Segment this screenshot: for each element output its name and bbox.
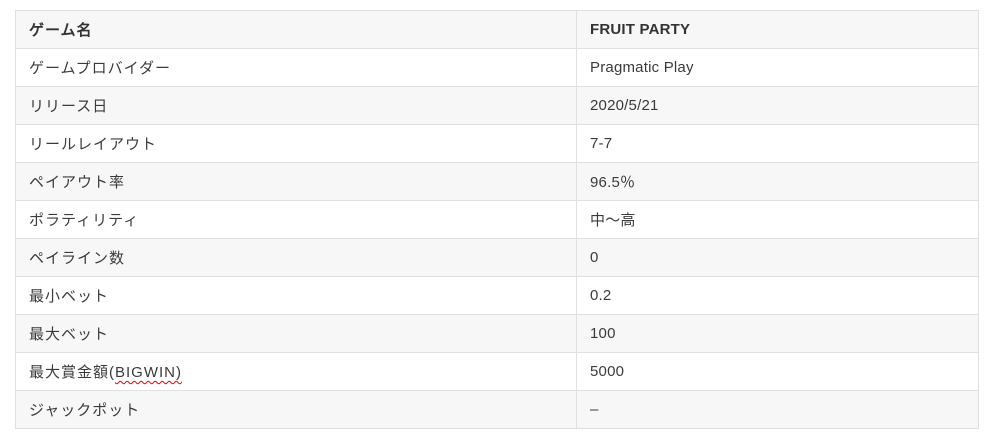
- game-info-table: ゲーム名 FRUIT PARTY ゲームプロバイダー Pragmatic Play リリ…: [15, 10, 979, 429]
- game-info-table-body: ゲーム名 FRUIT PARTY ゲームプロバイダー Pragmatic Play リリ…: [15, 10, 979, 429]
- row-label: ゲーム名: [15, 10, 577, 49]
- row-value: –: [576, 390, 979, 429]
- row-value: FRUIT PARTY: [576, 10, 979, 49]
- table-row: ペイアウト率 96.5％: [15, 162, 979, 201]
- row-label: 最大ベット: [15, 314, 577, 353]
- row-label: 最小ベット: [15, 276, 577, 315]
- table-row: リリース日 2020/5/21: [15, 86, 979, 125]
- table-row: 最小ベット 0.2: [15, 276, 979, 315]
- row-value: 5000: [576, 352, 979, 391]
- row-value: Pragmatic Play: [576, 48, 979, 87]
- row-value: 2020/5/21: [576, 86, 979, 125]
- row-value: 0.2: [576, 276, 979, 315]
- table-row: ポラティリティ 中～高: [15, 200, 979, 239]
- row-label: 最大賞金額(BIGWIN): [15, 352, 577, 391]
- row-label: リリース日: [15, 86, 577, 125]
- row-label: ゲームプロバイダー: [15, 48, 577, 87]
- row-label-text: 最大賞金額(: [29, 364, 115, 381]
- row-label: ジャックポット: [15, 390, 577, 429]
- row-value: 100: [576, 314, 979, 353]
- spellcheck-squiggle-text: BIGWIN): [115, 364, 182, 381]
- row-value: 7-7: [576, 124, 979, 163]
- table-row: ペイライン数 0: [15, 238, 979, 277]
- row-value: 中～高: [576, 200, 979, 239]
- table-row: ゲームプロバイダー Pragmatic Play: [15, 48, 979, 87]
- table-row: リールレイアウト 7-7: [15, 124, 979, 163]
- row-value: 0: [576, 238, 979, 277]
- row-label: ポラティリティ: [15, 200, 577, 239]
- table-row: ゲーム名 FRUIT PARTY: [15, 10, 979, 49]
- table-row: ジャックポット –: [15, 390, 979, 429]
- page-container: ゲーム名 FRUIT PARTY ゲームプロバイダー Pragmatic Play リリ…: [15, 10, 979, 429]
- table-row: 最大ベット 100: [15, 314, 979, 353]
- row-label: ペイアウト率: [15, 162, 577, 201]
- table-row: 最大賞金額(BIGWIN) 5000: [15, 352, 979, 391]
- row-label: ペイライン数: [15, 238, 577, 277]
- row-value: 96.5％: [576, 162, 979, 201]
- row-label: リールレイアウト: [15, 124, 577, 163]
